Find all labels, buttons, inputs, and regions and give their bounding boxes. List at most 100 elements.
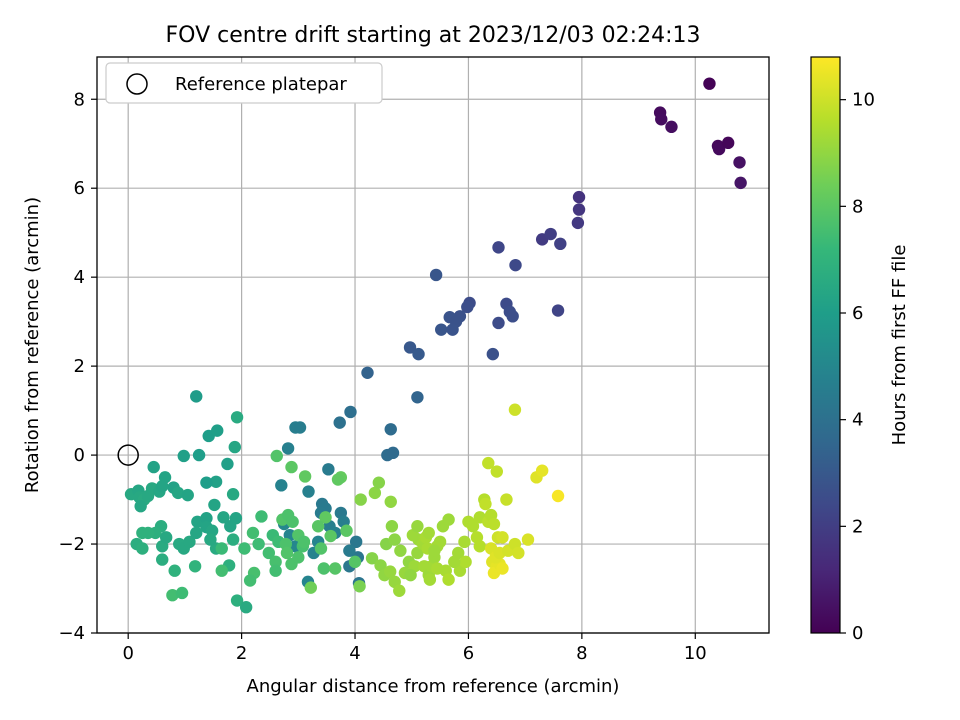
plot-frame [96, 56, 770, 634]
legend-marker-reference [126, 73, 148, 95]
data-point [385, 520, 399, 533]
data-point [521, 533, 535, 546]
data-point [403, 341, 417, 354]
data-point [422, 526, 435, 540]
data-point [712, 142, 726, 156]
data-point [171, 486, 185, 500]
chart-title: FOV centre drift starting at 2023/12/03 … [166, 23, 701, 48]
y-tick-label: −4 [58, 623, 85, 644]
x-tick-label: 6 [463, 643, 474, 664]
data-point [188, 560, 202, 573]
data-point [554, 237, 567, 251]
data-point [354, 493, 367, 506]
colorbar: 0 2 4 6 8 10 Hours from first FF file [810, 56, 910, 644]
data-point [448, 555, 461, 569]
data-point [229, 512, 243, 525]
data-point [372, 476, 386, 489]
data-point [269, 564, 282, 577]
data-point [393, 584, 406, 597]
data-point [721, 136, 735, 150]
data-point [384, 423, 397, 436]
x-tick-label: 8 [576, 643, 587, 664]
data-point [733, 156, 746, 169]
data-point [215, 564, 228, 577]
data-point [340, 524, 353, 537]
data-point [285, 460, 298, 474]
data-point [496, 531, 509, 544]
colorbar-ticks: 0 2 4 6 8 10 [840, 90, 875, 644]
data-point [286, 515, 299, 529]
y-tick-label: 0 [74, 445, 85, 466]
data-point [411, 520, 424, 533]
data-point [461, 300, 474, 314]
data-point [281, 442, 295, 455]
data-point [572, 190, 586, 204]
data-point [333, 416, 346, 429]
data-point [298, 470, 312, 483]
data-point [442, 573, 455, 586]
data-point [512, 546, 525, 560]
data-point [226, 488, 240, 501]
x-tick-label: 10 [684, 643, 707, 664]
data-point [181, 488, 194, 502]
data-point [482, 456, 495, 470]
axes-layer: 0 2 4 6 8 10 −4 −2 0 2 4 6 8 [58, 56, 770, 664]
data-point [292, 551, 305, 564]
data-point [200, 512, 213, 525]
data-point [317, 562, 331, 575]
data-point [734, 176, 747, 190]
data-point [394, 544, 407, 557]
data-point [551, 489, 565, 503]
data-point [473, 540, 486, 553]
grid-layer [97, 57, 769, 634]
data-point [177, 449, 190, 463]
data-point [508, 403, 522, 416]
data-point [319, 511, 332, 524]
data-point [428, 544, 441, 557]
data-point [412, 347, 425, 361]
legend-label-reference: Reference platepar [175, 74, 347, 95]
colorbar-tick-label: 2 [852, 516, 863, 537]
data-point [433, 535, 447, 549]
data-point [349, 535, 363, 549]
y-axis-label: Rotation from reference (arcmin) [22, 197, 43, 493]
data-point [348, 555, 362, 569]
x-axis-label: Angular distance from reference (arcmin) [247, 676, 620, 697]
data-point [431, 562, 444, 575]
data-point [208, 498, 221, 512]
data-point [183, 535, 196, 549]
y-tick-label: 4 [74, 267, 85, 288]
data-point [487, 517, 501, 531]
data-point [446, 323, 459, 336]
data-point [200, 476, 213, 489]
data-point [492, 241, 505, 254]
data-point [490, 465, 503, 478]
data-point [500, 493, 513, 506]
data-point [230, 411, 244, 424]
data-point [331, 473, 345, 486]
data-point [429, 268, 443, 282]
data-point [411, 546, 424, 560]
legend-box [105, 62, 383, 104]
data-point [535, 464, 549, 477]
data-point [544, 227, 557, 241]
data-point [374, 559, 387, 572]
data-point [156, 480, 169, 493]
reference-platepar-marker [117, 444, 139, 466]
data-point [280, 546, 294, 560]
data-point [204, 533, 217, 546]
data-point [270, 449, 283, 463]
y-tick-label: −2 [58, 534, 85, 555]
data-point [361, 366, 374, 379]
data-point [175, 586, 189, 600]
data-point [353, 580, 366, 593]
data-point [551, 304, 565, 317]
data-point [311, 520, 325, 533]
data-point [134, 500, 147, 513]
x-tick-label: 2 [236, 643, 247, 664]
data-point [269, 555, 282, 569]
colorbar-label: Hours from first FF file [889, 245, 910, 446]
data-point [293, 421, 307, 434]
data-point [368, 486, 382, 500]
